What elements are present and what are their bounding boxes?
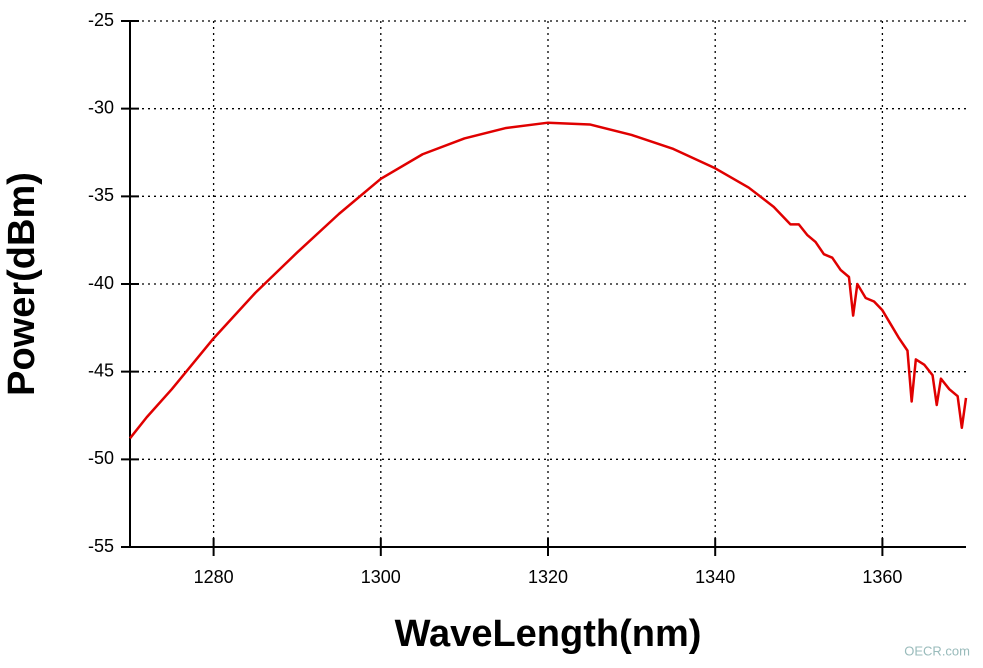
- x-tick-label: 1320: [528, 567, 568, 587]
- y-tick-label: -55: [88, 536, 114, 556]
- x-tick-label: 1280: [194, 567, 234, 587]
- y-tick-label: -30: [88, 97, 114, 117]
- y-axis-title: Power(dBm): [1, 172, 43, 396]
- y-tick-label: -25: [88, 10, 114, 30]
- y-tick-label: -50: [88, 448, 114, 468]
- x-tick-label: 1340: [695, 567, 735, 587]
- y-tick-label: -45: [88, 360, 114, 380]
- watermark: OECR.com: [904, 643, 970, 658]
- x-axis-title: WaveLength(nm): [395, 613, 702, 655]
- x-tick-label: 1360: [862, 567, 902, 587]
- data-line: [129, 121, 968, 440]
- y-tick-label: -40: [88, 273, 114, 293]
- x-tick-label: 1300: [361, 567, 401, 587]
- y-tick-label: -35: [88, 185, 114, 205]
